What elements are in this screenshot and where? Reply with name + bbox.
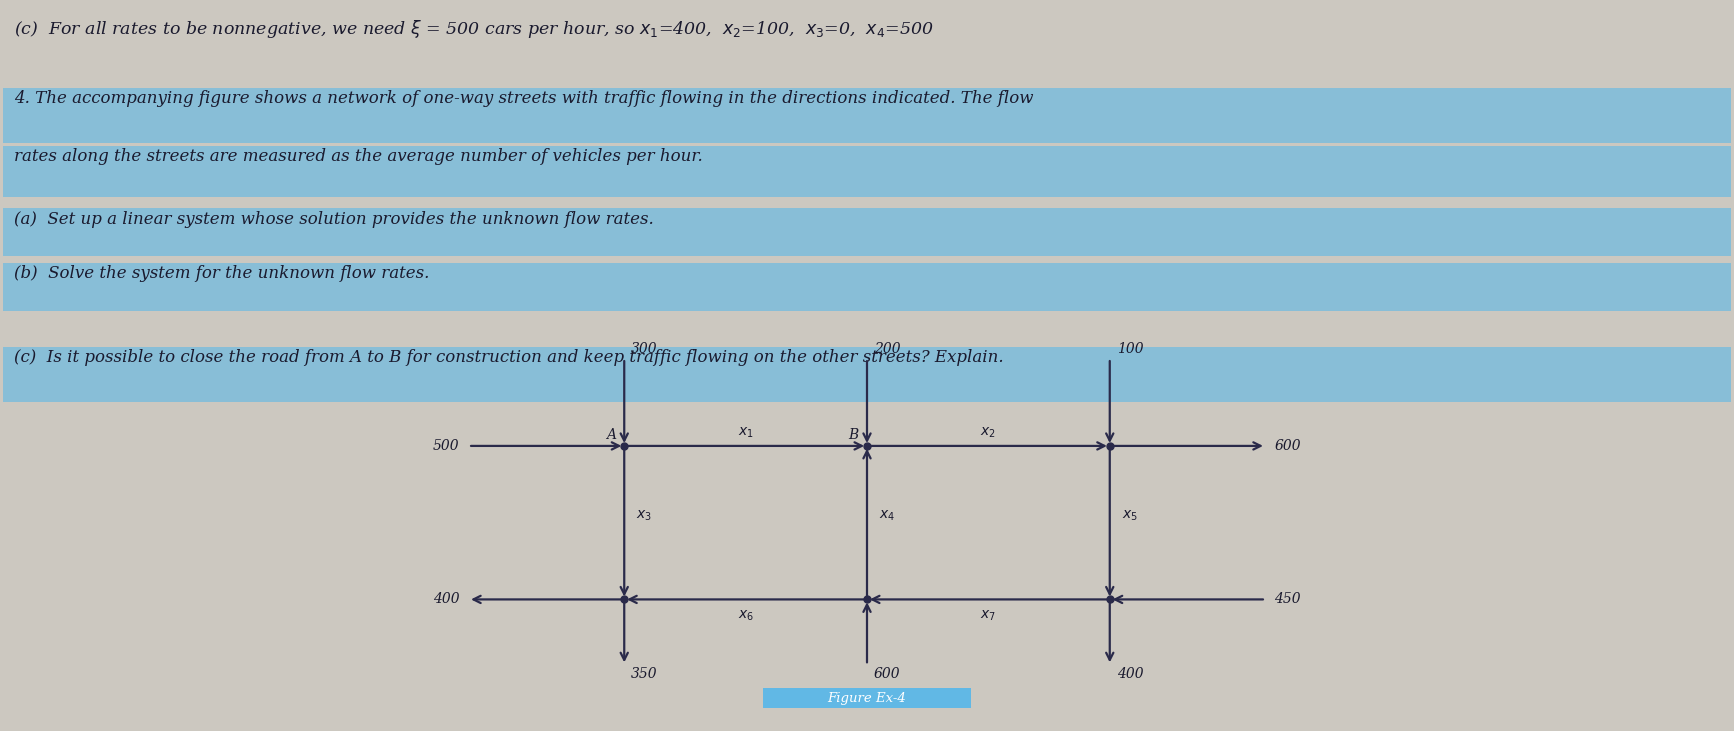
- Bar: [3, 347, 1731, 402]
- Text: 100: 100: [1117, 342, 1143, 356]
- Text: 600: 600: [874, 667, 900, 681]
- Text: rates along the streets are measured as the average number of vehicles per hour.: rates along the streets are measured as …: [14, 148, 702, 165]
- Text: 350: 350: [631, 667, 657, 681]
- Text: B: B: [848, 428, 858, 442]
- Text: $x_2$: $x_2$: [980, 425, 997, 440]
- Text: $x_1$: $x_1$: [737, 425, 754, 440]
- Text: $x_6$: $x_6$: [737, 609, 754, 624]
- Bar: [3, 146, 1731, 197]
- Text: $x_7$: $x_7$: [980, 609, 997, 624]
- Text: (c)  For all rates to be nonnegative, we need $\xi$ = 500 cars per hour, so $x_1: (c) For all rates to be nonnegative, we …: [14, 18, 933, 40]
- Bar: [3, 88, 1731, 143]
- Text: (a)  Set up a linear system whose solution provides the unknown flow rates.: (a) Set up a linear system whose solutio…: [14, 211, 654, 227]
- Text: 400: 400: [1117, 667, 1143, 681]
- Bar: [763, 688, 971, 708]
- Text: 200: 200: [874, 342, 900, 356]
- Text: $x_3$: $x_3$: [636, 508, 652, 523]
- Bar: [3, 263, 1731, 311]
- Bar: [3, 208, 1731, 256]
- Text: 500: 500: [434, 439, 460, 453]
- Text: 300: 300: [631, 342, 657, 356]
- Text: A: A: [605, 428, 616, 442]
- Text: 450: 450: [1274, 592, 1300, 607]
- Text: (b)  Solve the system for the unknown flow rates.: (b) Solve the system for the unknown flo…: [14, 265, 430, 282]
- Text: 400: 400: [434, 592, 460, 607]
- Text: $x_5$: $x_5$: [1122, 508, 1138, 523]
- Text: (c)  Is it possible to close the road from A to B for construction and keep traf: (c) Is it possible to close the road fro…: [14, 349, 1004, 366]
- Text: $x_4$: $x_4$: [879, 508, 895, 523]
- Text: 600: 600: [1274, 439, 1300, 453]
- Text: 4. The accompanying figure shows a network of one-way streets with traffic flowi: 4. The accompanying figure shows a netwo…: [14, 90, 1033, 107]
- Text: Figure Ex-4: Figure Ex-4: [827, 692, 907, 705]
